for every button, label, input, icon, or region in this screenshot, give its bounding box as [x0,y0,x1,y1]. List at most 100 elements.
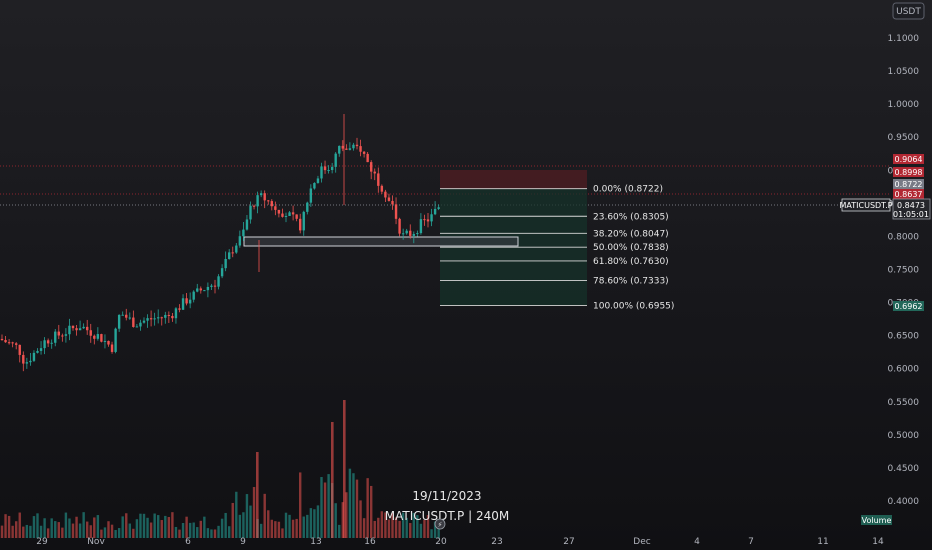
price-tick: 1.0000 [888,100,920,110]
time-tick: 27 [563,537,574,547]
volume-bar [25,524,29,538]
candle-body [114,328,117,352]
price-tick: 1.1000 [888,34,920,44]
candle-body [107,340,110,345]
volume-bar [36,513,39,538]
candle-body [341,145,344,149]
candle-body [433,208,437,215]
volume-bar [78,523,82,538]
volume-bar [306,514,309,538]
candle-body [249,205,252,220]
candle-body [409,230,412,236]
volume-bar [121,516,124,538]
candle-body [288,212,291,217]
volume-bar [391,512,394,538]
candle-body [164,314,167,318]
candle-body [89,330,92,336]
volume-bar [291,519,295,538]
candle-body [82,326,85,329]
candle-body [284,216,288,218]
fibonacci-retracement[interactable]: 0.00% (0.8722) 23.60% (0.8305) 38.20% (0.8… [440,185,674,312]
volume-bar [263,493,266,538]
volume-bar [188,522,192,538]
candle-body [366,153,369,163]
candle-body [71,325,75,329]
candle-body [398,218,401,234]
candle-body [7,342,11,344]
volume-bar [185,516,188,538]
volume-bar [114,529,117,538]
time-tick: 16 [364,537,376,547]
time-tick: Nov [87,537,105,547]
candle-body [203,290,206,292]
volume-bar [252,487,256,538]
candle-body [345,148,348,150]
symbol-watermark: MATICUSDT.P | 240M [385,509,509,523]
candle-body [160,317,163,319]
candle-body [210,285,213,287]
volume-bar [167,517,171,538]
candle-body [22,354,25,364]
candle-body [103,340,107,342]
candle-body [302,211,305,231]
volume-bar [359,500,362,538]
symbol-tag[interactable] [841,198,891,212]
volume-bar [313,509,316,538]
candle-body [348,148,352,150]
volume-bar [412,512,415,538]
price-tag [893,154,924,164]
volume-bar [284,512,288,538]
candle-body [313,182,316,189]
volume-bar [93,517,96,538]
volume-bar [217,525,220,538]
candle-body [416,233,419,235]
candle-body [387,197,391,201]
volume-bar [135,519,139,538]
fib-label: 100.00% (0.6955) [593,302,674,312]
volume-bar [203,516,206,538]
candle-body [245,219,249,230]
volume-bar [192,522,195,538]
currency-box[interactable] [892,2,925,20]
candle-body [277,209,281,214]
time-axis[interactable]: 29 Nov 6 9 13 16 20 23 27 Dec 4 7 11 14 [36,537,884,547]
volume-bar [89,525,92,538]
flash-icon [434,518,446,530]
volume-bar [100,529,103,538]
volume-bar [210,529,213,538]
volume-bar [345,492,348,538]
volume-bar [57,522,60,538]
support-zone-box[interactable] [243,236,519,247]
candle-body [352,144,355,149]
candle-body [15,343,18,345]
candle-body [426,219,430,222]
candle-body [299,218,302,231]
candle-body [25,362,29,364]
volume-bars [0,400,440,538]
candle-body [149,318,153,320]
stop-loss-zone[interactable] [440,170,587,189]
price-axis[interactable]: 1.10001.05001.00000.95000.90000.85000.80… [888,34,920,507]
volume-bar [61,527,64,538]
price-tick: 1.0500 [888,67,920,77]
time-tick: 9 [240,537,246,547]
candle-body [323,166,327,171]
currency-label: USDT [896,7,921,17]
candle-body [43,340,46,349]
volume-bar [419,523,423,538]
candle-body [68,325,71,335]
price-tick: 0.6000 [888,365,920,375]
volume-bar [235,491,238,538]
price-tick: 0.5000 [888,431,920,441]
volume-bar [4,514,7,538]
volume-bar [139,513,142,538]
candle-body [423,219,426,221]
symbol-tag-label: MATICUSDT.P [840,201,893,210]
price-tick: 0.8000 [888,232,920,242]
volume-bar [71,523,75,538]
volume-bar [366,478,369,538]
candle-body [384,191,387,198]
volume-bar [401,512,405,538]
